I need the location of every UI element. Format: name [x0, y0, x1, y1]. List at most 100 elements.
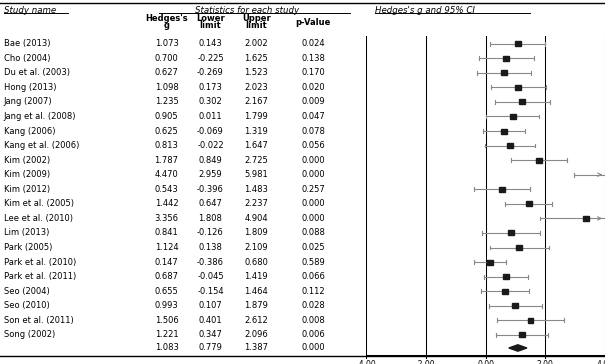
Text: 2.959: 2.959 — [198, 170, 222, 179]
Text: limit: limit — [200, 21, 221, 30]
Text: -0.225: -0.225 — [197, 54, 224, 63]
Text: Park (2005): Park (2005) — [4, 243, 52, 252]
Text: 0.302: 0.302 — [198, 98, 223, 106]
Bar — [502, 70, 507, 75]
Text: 1.419: 1.419 — [244, 272, 268, 281]
Bar — [536, 158, 542, 163]
Text: limit: limit — [246, 21, 267, 30]
Text: 0.138: 0.138 — [301, 54, 325, 63]
Text: Seo (2010): Seo (2010) — [4, 301, 50, 310]
Text: 1.879: 1.879 — [244, 301, 268, 310]
Text: 1.809: 1.809 — [244, 229, 268, 237]
Text: Hedges's: Hedges's — [145, 14, 188, 23]
Text: Du et al. (2003): Du et al. (2003) — [4, 68, 70, 77]
Text: 3.356: 3.356 — [154, 214, 178, 223]
Text: 0.000: 0.000 — [301, 199, 325, 208]
Text: 0.088: 0.088 — [301, 229, 325, 237]
Text: 2.725: 2.725 — [244, 156, 268, 165]
Text: 0.028: 0.028 — [301, 301, 325, 310]
Text: 0.000: 0.000 — [301, 214, 325, 223]
Text: 1.523: 1.523 — [244, 68, 268, 77]
Text: 0.173: 0.173 — [198, 83, 223, 92]
Text: 0.170: 0.170 — [301, 68, 325, 77]
Text: 0.647: 0.647 — [198, 199, 223, 208]
Text: 0.543: 0.543 — [155, 185, 178, 194]
Text: 0.147: 0.147 — [155, 258, 178, 266]
Text: 0.066: 0.066 — [301, 272, 325, 281]
Text: 0.655: 0.655 — [155, 287, 178, 296]
Bar — [515, 85, 522, 90]
Text: Statistics for each study: Statistics for each study — [195, 6, 299, 15]
Text: 0.000: 0.000 — [301, 344, 325, 352]
Bar — [515, 41, 520, 46]
Text: Kim (2002): Kim (2002) — [4, 156, 50, 165]
Text: 1.442: 1.442 — [155, 199, 178, 208]
Text: Kim (2012): Kim (2012) — [4, 185, 50, 194]
Text: 2.096: 2.096 — [244, 331, 268, 339]
Text: 0.993: 0.993 — [155, 301, 178, 310]
Text: Jang et al. (2008): Jang et al. (2008) — [4, 112, 76, 121]
Text: 0.008: 0.008 — [301, 316, 325, 325]
Text: 0.107: 0.107 — [198, 301, 223, 310]
Text: 1.625: 1.625 — [244, 54, 268, 63]
Text: 0.849: 0.849 — [198, 156, 223, 165]
Text: 1.124: 1.124 — [155, 243, 178, 252]
Bar — [520, 99, 525, 104]
Text: 0.009: 0.009 — [301, 98, 325, 106]
Text: 1.319: 1.319 — [244, 127, 268, 135]
Text: -0.126: -0.126 — [197, 229, 224, 237]
Text: 2.109: 2.109 — [244, 243, 268, 252]
Text: 0.006: 0.006 — [301, 331, 325, 339]
Text: 2.00: 2.00 — [537, 360, 554, 364]
Bar — [526, 201, 532, 206]
Text: 0.680: 0.680 — [244, 258, 268, 266]
Text: 0.779: 0.779 — [198, 344, 223, 352]
Text: -0.069: -0.069 — [197, 127, 224, 135]
Text: Lower: Lower — [196, 14, 225, 23]
Text: 0.000: 0.000 — [301, 170, 325, 179]
Text: 4.904: 4.904 — [244, 214, 268, 223]
Polygon shape — [509, 345, 527, 351]
Text: 0.905: 0.905 — [155, 112, 178, 121]
Bar — [502, 289, 508, 294]
Text: Study name: Study name — [4, 6, 56, 15]
Text: 0.00: 0.00 — [477, 360, 494, 364]
Text: Song (2002): Song (2002) — [4, 331, 55, 339]
Text: 0.078: 0.078 — [301, 127, 325, 135]
Bar — [487, 260, 493, 265]
Text: 2.237: 2.237 — [244, 199, 268, 208]
Text: g: g — [163, 21, 169, 30]
Text: -0.022: -0.022 — [197, 141, 224, 150]
Text: Hong (2013): Hong (2013) — [4, 83, 56, 92]
Text: -0.386: -0.386 — [197, 258, 224, 266]
Bar — [509, 114, 515, 119]
Bar — [519, 332, 525, 337]
Text: 0.257: 0.257 — [301, 185, 325, 194]
Text: 0.627: 0.627 — [155, 68, 178, 77]
Text: 0.011: 0.011 — [198, 112, 222, 121]
Bar — [501, 128, 507, 134]
Text: 2.002: 2.002 — [244, 39, 268, 48]
Text: 0.401: 0.401 — [198, 316, 222, 325]
Text: 0.841: 0.841 — [155, 229, 178, 237]
Text: Cho (2004): Cho (2004) — [4, 54, 50, 63]
Text: Jang (2007): Jang (2007) — [4, 98, 52, 106]
Text: 1.387: 1.387 — [244, 344, 268, 352]
Text: -0.045: -0.045 — [197, 272, 224, 281]
Text: 0.143: 0.143 — [198, 39, 223, 48]
Text: 1.808: 1.808 — [198, 214, 223, 223]
Text: 1.221: 1.221 — [155, 331, 178, 339]
Text: 0.112: 0.112 — [301, 287, 325, 296]
Text: -0.269: -0.269 — [197, 68, 224, 77]
Text: Lim (2013): Lim (2013) — [4, 229, 49, 237]
Text: -0.154: -0.154 — [197, 287, 224, 296]
Text: Lee et al. (2010): Lee et al. (2010) — [4, 214, 73, 223]
Bar — [499, 187, 505, 192]
Text: 1.073: 1.073 — [155, 39, 178, 48]
Text: 0.025: 0.025 — [301, 243, 325, 252]
Text: 0.056: 0.056 — [301, 141, 325, 150]
Text: -0.396: -0.396 — [197, 185, 224, 194]
Text: 1.799: 1.799 — [244, 112, 268, 121]
Text: Kim et al. (2005): Kim et al. (2005) — [4, 199, 74, 208]
Text: Upper: Upper — [242, 14, 270, 23]
